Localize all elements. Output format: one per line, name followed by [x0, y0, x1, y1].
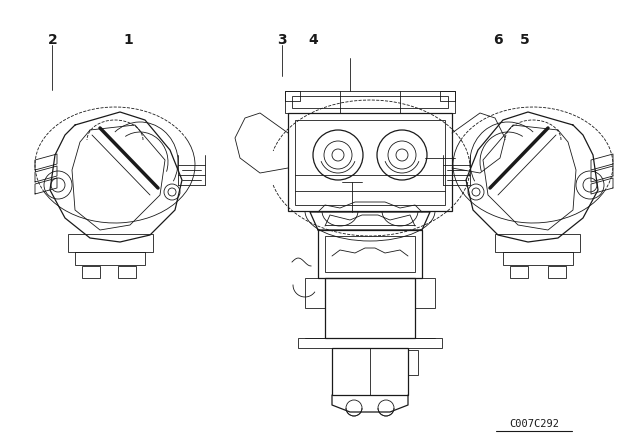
Bar [415, 278, 435, 308]
Text: 4: 4 [308, 33, 319, 47]
Bar [118, 266, 136, 278]
Bar [82, 266, 100, 278]
Bar [285, 91, 455, 113]
Text: 6: 6 [493, 33, 503, 47]
Bar [548, 266, 566, 278]
Bar [75, 252, 145, 265]
Bar [298, 338, 442, 348]
Text: 2: 2 [47, 33, 58, 47]
Text: C007C292: C007C292 [509, 419, 559, 430]
Bar [510, 266, 528, 278]
Bar [305, 278, 325, 308]
Bar [495, 234, 580, 252]
Bar [325, 236, 415, 272]
Bar [295, 120, 445, 205]
Bar [68, 234, 153, 252]
Bar [288, 113, 452, 211]
Bar [325, 278, 415, 338]
Bar [318, 230, 422, 278]
Bar [292, 96, 448, 108]
Bar [408, 350, 418, 375]
Text: 3: 3 [276, 33, 287, 47]
Text: 1: 1 [123, 33, 133, 47]
Text: 5: 5 [520, 33, 530, 47]
Bar [332, 348, 408, 395]
Bar [503, 252, 573, 265]
